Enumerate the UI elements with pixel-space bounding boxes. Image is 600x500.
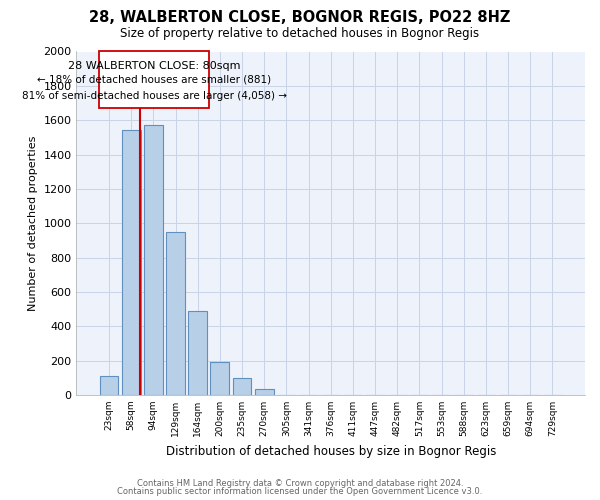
Bar: [166, 232, 185, 395]
Bar: [255, 389, 274, 395]
X-axis label: Distribution of detached houses by size in Bognor Regis: Distribution of detached houses by size …: [166, 444, 496, 458]
Bar: [188, 311, 207, 395]
Bar: [122, 130, 140, 395]
Text: ← 18% of detached houses are smaller (881): ← 18% of detached houses are smaller (88…: [37, 75, 271, 85]
Y-axis label: Number of detached properties: Number of detached properties: [28, 136, 38, 311]
Bar: [144, 126, 163, 395]
Bar: [211, 362, 229, 395]
Text: 81% of semi-detached houses are larger (4,058) →: 81% of semi-detached houses are larger (…: [22, 90, 287, 101]
Text: Size of property relative to detached houses in Bognor Regis: Size of property relative to detached ho…: [121, 28, 479, 40]
Text: Contains public sector information licensed under the Open Government Licence v3: Contains public sector information licen…: [118, 487, 482, 496]
Bar: [100, 52, 209, 108]
Bar: [100, 376, 118, 395]
Text: Contains HM Land Registry data © Crown copyright and database right 2024.: Contains HM Land Registry data © Crown c…: [137, 478, 463, 488]
Text: 28, WALBERTON CLOSE, BOGNOR REGIS, PO22 8HZ: 28, WALBERTON CLOSE, BOGNOR REGIS, PO22 …: [89, 10, 511, 25]
Bar: [233, 378, 251, 395]
Text: 28 WALBERTON CLOSE: 80sqm: 28 WALBERTON CLOSE: 80sqm: [68, 60, 241, 70]
